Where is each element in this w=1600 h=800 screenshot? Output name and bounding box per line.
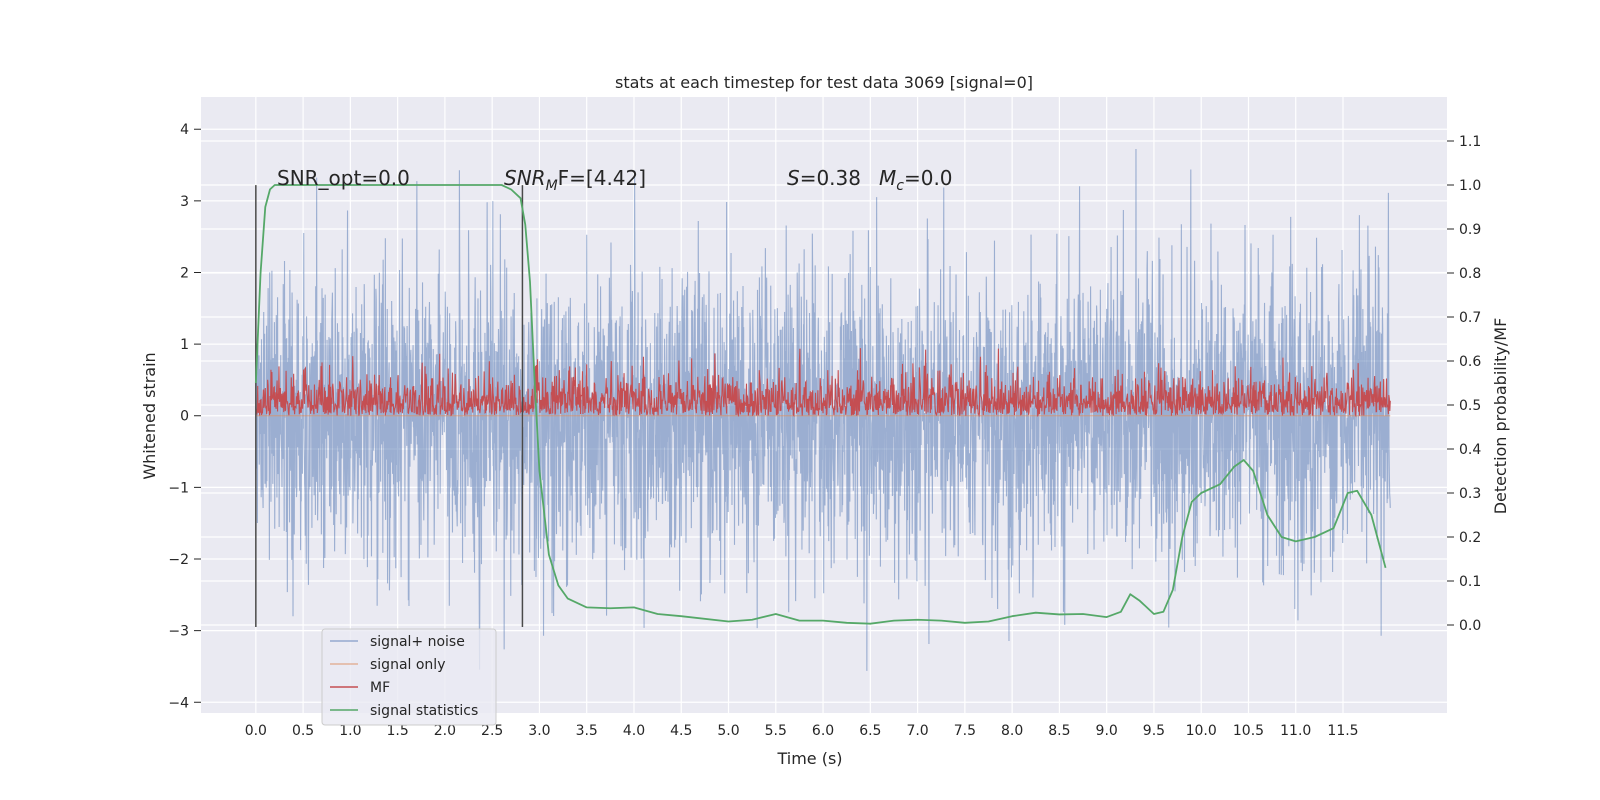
- y2-tick-label: 0.9: [1459, 222, 1481, 238]
- x-tick-label: 1.0: [339, 723, 361, 739]
- y-tick-label: 1: [180, 337, 189, 353]
- x-tick-label: 2.5: [481, 723, 503, 739]
- x-tick-label: 11.0: [1280, 723, 1311, 739]
- y-tick-label: 2: [180, 265, 189, 281]
- x-tick-label: 7.5: [954, 723, 976, 739]
- y2-tick-label: 0.1: [1459, 574, 1481, 590]
- legend-label-signal-plus-noise: signal+ noise: [370, 634, 465, 650]
- signal-statistics-line: [254, 184, 1387, 625]
- annotation-snr-mf: SNRMF=[4.42]: [504, 166, 646, 194]
- mf-series: [255, 348, 1391, 418]
- signal-statistics-series: [254, 184, 1387, 625]
- legend: signal+ noise signal only MF signal stat…: [321, 628, 497, 726]
- y-tick-label: −4: [168, 695, 189, 711]
- x-tick-label: 5.0: [717, 723, 739, 739]
- y-tick-label: 0: [180, 409, 189, 425]
- y2-tick-label: 1.1: [1459, 134, 1481, 150]
- x-tick-label: 9.5: [1143, 723, 1165, 739]
- x-tick-label: 8.0: [1001, 723, 1023, 739]
- x-tick-label: 5.5: [765, 723, 787, 739]
- x-tick-label: 10.5: [1233, 723, 1264, 739]
- y-axis-label: Whitened strain: [140, 352, 159, 479]
- legend-label-mf: MF: [370, 680, 390, 696]
- y2-tick-label: 0.0: [1459, 618, 1481, 634]
- x-tick-label: 2.0: [434, 723, 456, 739]
- y2-tick-labels: 0.0 0.1 0.2 0.3 0.4 0.5 0.6 0.7 0.8 0.9 1.0 1.1: [1447, 134, 1481, 634]
- x-tick-label: 10.0: [1186, 723, 1217, 739]
- x-axis-label: Time (s): [776, 749, 842, 768]
- y2-tick-label: 0.7: [1459, 310, 1481, 326]
- chart-title: stats at each timestep for test data 306…: [615, 73, 1033, 92]
- y-tick-label: −2: [168, 552, 189, 568]
- annotation-snr-opt: SNR_opt=0.0: [277, 166, 410, 190]
- x-tick-label: 6.5: [859, 723, 881, 739]
- y-tick-label: 4: [180, 122, 189, 138]
- x-tick-label: 9.0: [1096, 723, 1118, 739]
- y2-tick-label: 0.5: [1459, 398, 1481, 414]
- y-tick-label: −1: [168, 480, 189, 496]
- signal-plus-noise-line: [255, 148, 1391, 671]
- y2-tick-label: 0.8: [1459, 266, 1481, 282]
- x-tick-label: 3.5: [576, 723, 598, 739]
- legend-label-signal-statistics: signal statistics: [370, 703, 478, 719]
- y2-tick-label: 1.0: [1459, 178, 1481, 194]
- legend-label-signal-only: signal only: [370, 657, 445, 673]
- x-tick-label: 8.5: [1048, 723, 1070, 739]
- annotation-s-mc: S=0.38 Mc=0.0: [787, 166, 953, 194]
- x-tick-label: 3.0: [528, 723, 550, 739]
- y2-tick-label: 0.2: [1459, 530, 1481, 546]
- y2-tick-label: 0.6: [1459, 354, 1481, 370]
- legend-box: [321, 628, 497, 726]
- y2-tick-label: 0.3: [1459, 486, 1481, 502]
- vertical-markers: [255, 185, 524, 628]
- y-tick-label: −3: [168, 624, 189, 640]
- x-tick-label: 7.0: [906, 723, 928, 739]
- y2-tick-label: 0.4: [1459, 442, 1481, 458]
- x-tick-label: 0.5: [292, 723, 314, 739]
- signal-plus-noise-series: [255, 148, 1391, 671]
- y-tick-labels: −4 −3 −2 −1 0 1 2 3 4: [168, 122, 201, 711]
- x-tick-labels: 0.0 0.5 1.0 1.5 2.0 2.5 3.0 3.5 4.0 4.5 5.0 5.5 6.0 6…: [245, 723, 1359, 739]
- x-tick-label: 6.0: [812, 723, 834, 739]
- y-tick-label: 3: [180, 194, 189, 210]
- x-tick-label: 4.0: [623, 723, 645, 739]
- x-tick-label: 11.5: [1327, 723, 1358, 739]
- x-tick-label: 4.5: [670, 723, 692, 739]
- x-tick-label: 1.5: [387, 723, 409, 739]
- x-tick-label: 0.0: [245, 723, 267, 739]
- y2-axis-label: Detection probability/MF: [1491, 318, 1510, 515]
- mf-line: [255, 348, 1391, 418]
